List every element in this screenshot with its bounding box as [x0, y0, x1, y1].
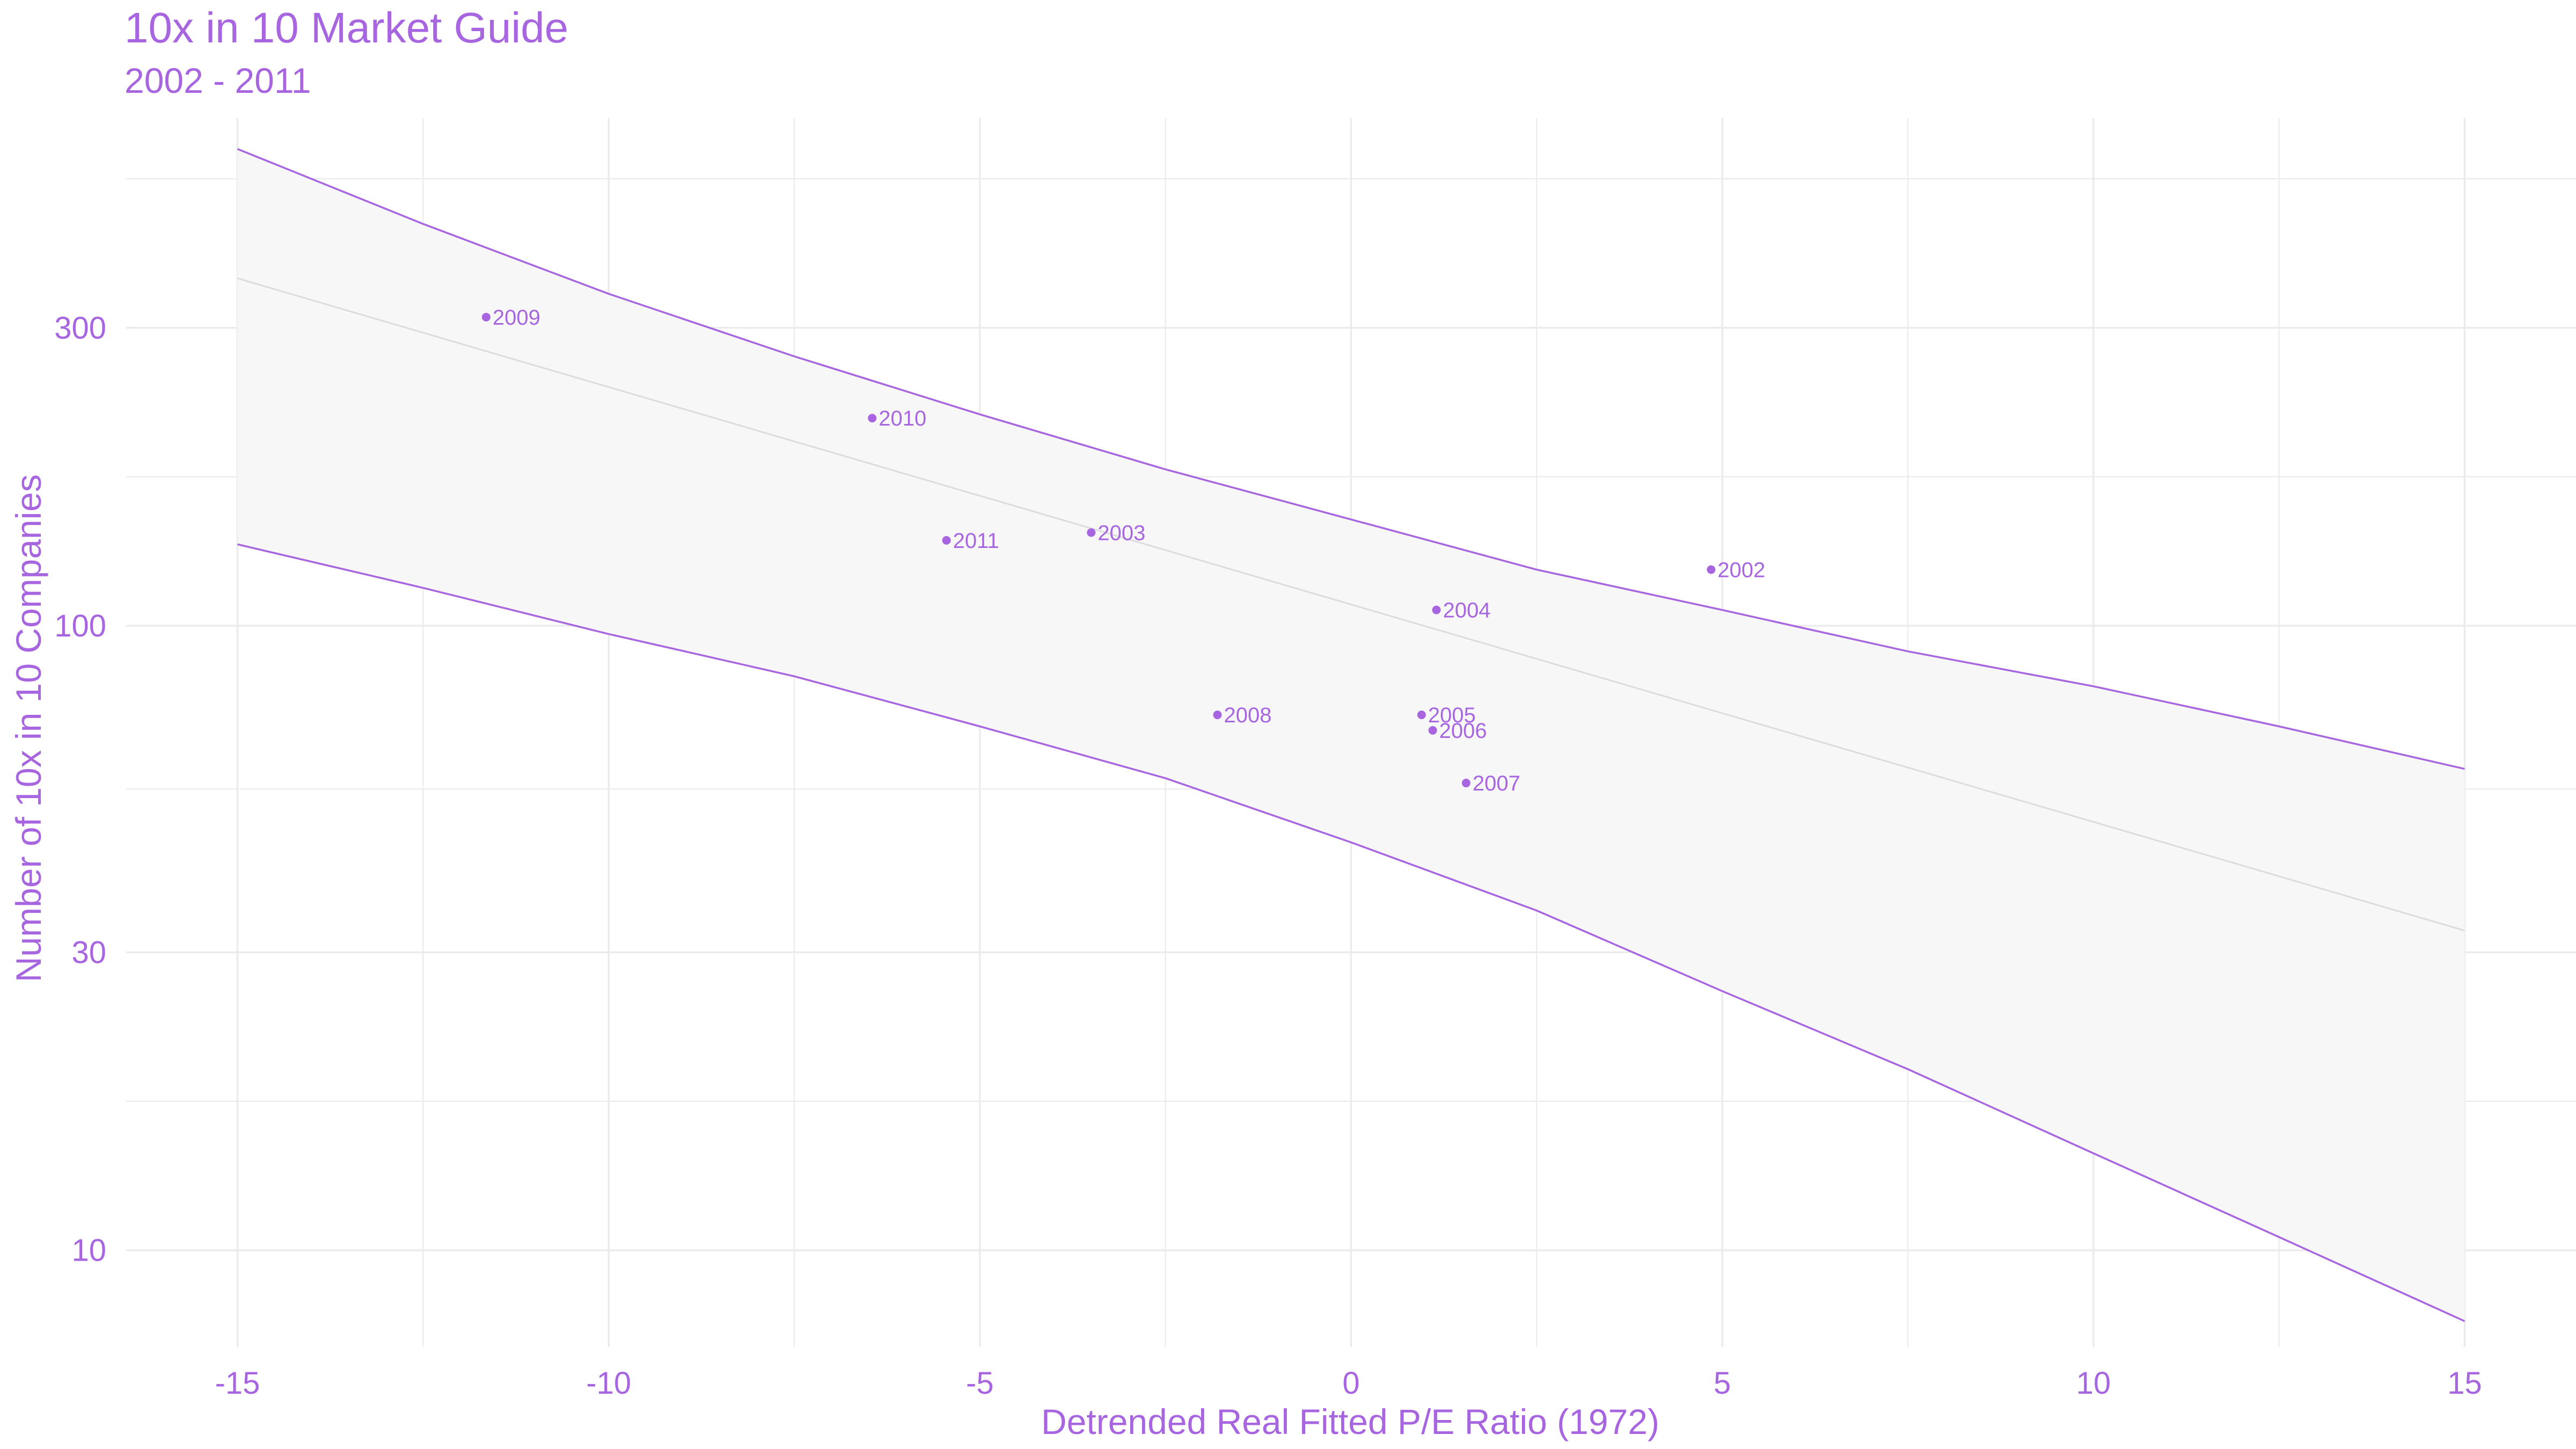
data-point-2010: [868, 414, 877, 423]
data-point-label-2003: 2003: [1097, 521, 1145, 545]
data-point-2003: [1087, 528, 1096, 537]
data-point-label-2007: 2007: [1473, 772, 1520, 795]
data-point-label-2004: 2004: [1443, 599, 1491, 623]
data-point-2009: [481, 312, 491, 321]
data-point-label-2005: 2005: [1428, 704, 1476, 727]
x-tick-label: -10: [586, 1366, 631, 1401]
data-point-label-2006: 2006: [1439, 719, 1487, 743]
confidence-upper-line: [237, 148, 2465, 770]
x-axis-title: Detrended Real Fitted P/E Ratio (1972): [1041, 1402, 1659, 1441]
data-point-2002: [1707, 565, 1716, 574]
y-axis-title: Number of 10x in 10 Companies: [9, 474, 48, 983]
x-axis-ticks: -15 -10 -5 0 5 10 15: [215, 1366, 2482, 1401]
y-tick-label: 100: [54, 609, 106, 643]
x-tick-label: -15: [215, 1366, 260, 1401]
y-tick-label: 300: [54, 311, 106, 346]
data-point-label-2002: 2002: [1717, 558, 1765, 582]
y-tick-label: 10: [71, 1233, 106, 1268]
x-tick-label: 0: [1342, 1366, 1359, 1401]
data-point-2008: [1213, 711, 1222, 720]
x-tick-label: -5: [966, 1366, 994, 1401]
data-point-2011: [942, 536, 951, 545]
chart-title: 10x in 10 Market Guide: [125, 4, 569, 52]
fit-line: [237, 277, 2465, 932]
x-tick-label: 10: [2076, 1366, 2111, 1401]
x-tick-label: 15: [2447, 1366, 2482, 1401]
data-point-label-2008: 2008: [1224, 704, 1272, 727]
data-point-label-2009: 2009: [493, 306, 540, 330]
chart-subtitle: 2002 - 2011: [125, 61, 311, 100]
y-tick-label: 30: [71, 935, 106, 970]
confidence-lower-line: [237, 543, 2465, 1322]
data-point-2005: [1417, 711, 1426, 720]
y-axis-ticks: 10 30 100 300: [54, 311, 106, 1268]
data-point-2004: [1432, 605, 1441, 614]
data-point-2007: [1461, 779, 1470, 788]
data-point-label-2010: 2010: [879, 407, 926, 430]
data-point-2006: [1428, 726, 1437, 735]
x-tick-label: 5: [1714, 1366, 1731, 1401]
data-point-label-2011: 2011: [953, 529, 999, 553]
